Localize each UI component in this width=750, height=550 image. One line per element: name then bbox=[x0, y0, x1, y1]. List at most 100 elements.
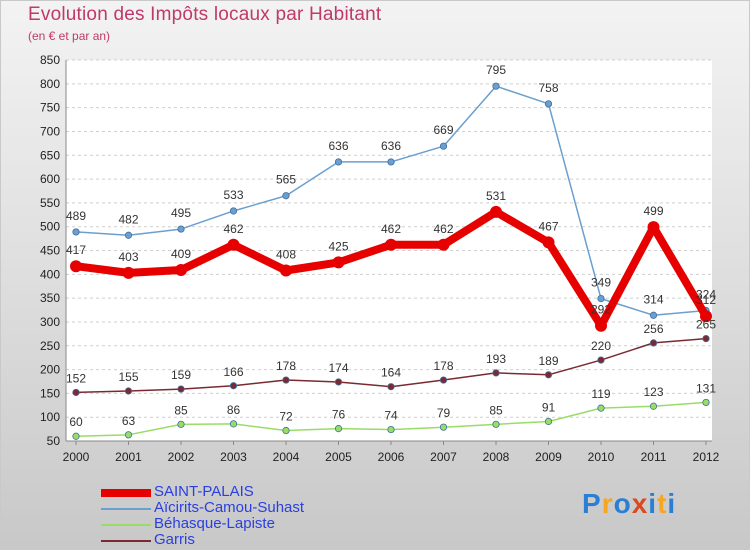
data-label: 314 bbox=[643, 292, 663, 306]
data-point bbox=[439, 142, 448, 150]
data-point bbox=[490, 205, 502, 218]
logo-letter: P bbox=[582, 488, 602, 519]
legend-swatch bbox=[101, 540, 151, 542]
data-label: 409 bbox=[171, 247, 191, 261]
y-tick-label: 150 bbox=[40, 386, 60, 400]
data-label: 256 bbox=[643, 322, 663, 336]
x-tick-label: 2012 bbox=[693, 450, 720, 464]
y-tick-label: 100 bbox=[40, 410, 60, 424]
data-point bbox=[332, 256, 345, 269]
x-tick-label: 2000 bbox=[63, 450, 90, 464]
data-point bbox=[387, 425, 395, 434]
data-label: 189 bbox=[538, 354, 558, 368]
data-label: 123 bbox=[643, 385, 663, 399]
data-label: 467 bbox=[538, 219, 558, 233]
y-tick-label: 850 bbox=[40, 53, 60, 67]
x-tick-label: 2003 bbox=[220, 450, 247, 464]
chart-title: Evolution des Impôts locaux par Habitant bbox=[28, 4, 382, 25]
data-point bbox=[124, 431, 133, 439]
legend-swatch bbox=[101, 508, 151, 510]
data-label: 85 bbox=[489, 403, 503, 417]
logo-letter: i bbox=[648, 488, 658, 519]
data-point bbox=[544, 417, 553, 426]
data-label: 72 bbox=[279, 410, 293, 424]
y-tick-label: 800 bbox=[40, 77, 60, 91]
data-label: 76 bbox=[332, 408, 346, 422]
x-tick-label: 2011 bbox=[641, 450, 667, 464]
data-label: 462 bbox=[223, 222, 243, 236]
data-label: 60 bbox=[69, 415, 83, 429]
data-point bbox=[334, 425, 343, 433]
data-label: 85 bbox=[174, 403, 188, 417]
data-point bbox=[387, 158, 395, 166]
y-tick-label: 200 bbox=[40, 363, 60, 377]
x-tick-label: 2008 bbox=[483, 450, 510, 464]
data-point bbox=[122, 266, 135, 279]
data-label: 758 bbox=[538, 81, 558, 95]
legend-label: Aïcirits-Camou-Suhast bbox=[154, 499, 305, 516]
data-point bbox=[177, 420, 185, 428]
data-point bbox=[649, 402, 658, 410]
x-tick-label: 2007 bbox=[430, 450, 457, 464]
logo-letter: x bbox=[631, 488, 649, 519]
x-tick-label: 2002 bbox=[168, 450, 195, 464]
legend-label: Garris bbox=[154, 531, 195, 548]
y-tick-label: 700 bbox=[40, 124, 60, 138]
data-point bbox=[282, 426, 290, 435]
data-label: 79 bbox=[437, 406, 451, 420]
data-label: 174 bbox=[328, 361, 348, 375]
data-point bbox=[280, 264, 292, 277]
data-label: 482 bbox=[118, 212, 138, 226]
legend-swatch bbox=[101, 489, 151, 497]
y-tick-label: 450 bbox=[40, 244, 60, 258]
logo-letter: t bbox=[657, 488, 668, 519]
data-label: 119 bbox=[591, 387, 610, 401]
logo-letter: r bbox=[601, 488, 614, 519]
data-point bbox=[542, 236, 555, 249]
data-point bbox=[544, 371, 553, 379]
x-tick-label: 2009 bbox=[535, 450, 562, 464]
data-label: 193 bbox=[486, 352, 506, 366]
data-point bbox=[72, 432, 80, 440]
data-label: 164 bbox=[381, 366, 401, 380]
logo-letter: o bbox=[613, 488, 632, 519]
data-label: 91 bbox=[542, 400, 556, 414]
y-tick-label: 750 bbox=[40, 101, 60, 115]
y-tick-label: 50 bbox=[47, 434, 61, 448]
data-label: 159 bbox=[171, 368, 191, 382]
data-label: 63 bbox=[122, 414, 136, 428]
data-point bbox=[492, 82, 500, 90]
data-point bbox=[649, 339, 658, 347]
data-point bbox=[597, 404, 605, 412]
data-point bbox=[647, 221, 660, 234]
y-tick-label: 550 bbox=[40, 196, 60, 210]
data-point bbox=[177, 385, 185, 393]
data-point bbox=[72, 228, 80, 236]
data-label: 462 bbox=[433, 222, 453, 236]
proxiti-logo: Proxiti bbox=[582, 488, 676, 520]
y-tick-label: 400 bbox=[40, 267, 60, 281]
data-point bbox=[70, 260, 82, 273]
data-label: 403 bbox=[118, 250, 138, 264]
data-label: 533 bbox=[223, 188, 243, 202]
data-point bbox=[334, 158, 343, 166]
data-label: 408 bbox=[276, 248, 296, 262]
data-point bbox=[229, 420, 238, 428]
data-point bbox=[597, 295, 605, 303]
legend-label: Béhasque-Lapiste bbox=[154, 515, 275, 532]
x-tick-label: 2006 bbox=[378, 450, 405, 464]
data-point bbox=[334, 378, 343, 386]
legend-swatch bbox=[101, 524, 151, 526]
chart-subtitle: (en € et par an) bbox=[28, 29, 111, 43]
data-label: 495 bbox=[171, 206, 191, 220]
y-tick-label: 600 bbox=[40, 172, 60, 186]
data-point bbox=[702, 335, 710, 343]
y-tick-label: 250 bbox=[40, 339, 60, 353]
data-point bbox=[177, 225, 185, 233]
legend-label: SAINT-PALAIS bbox=[154, 483, 254, 500]
data-point bbox=[229, 382, 238, 390]
data-label: 489 bbox=[66, 209, 86, 223]
data-label: 417 bbox=[66, 243, 86, 257]
data-point bbox=[437, 238, 450, 251]
data-point bbox=[439, 376, 448, 384]
